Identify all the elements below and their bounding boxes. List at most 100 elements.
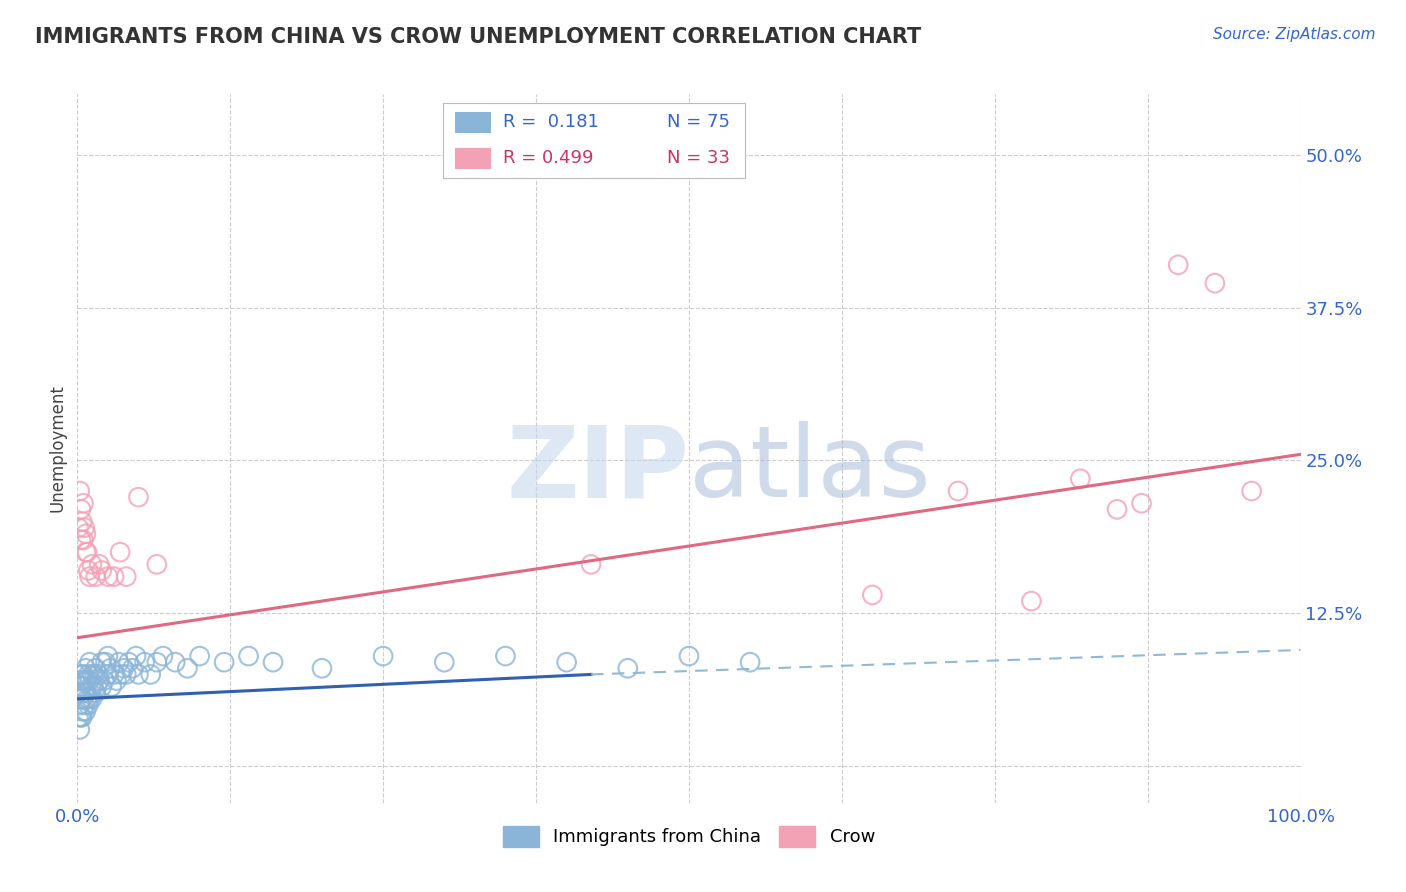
- Point: [72, 667, 94, 681]
- Point: [1130, 496, 1153, 510]
- Point: [1240, 483, 1263, 498]
- Point: [94, 655, 117, 669]
- Point: [79, 569, 101, 583]
- Bar: [456, 112, 491, 133]
- Point: [125, 649, 148, 664]
- Point: [70, 691, 93, 706]
- Text: Source: ZipAtlas.com: Source: ZipAtlas.com: [1212, 27, 1375, 42]
- Point: [79, 655, 101, 669]
- Point: [86, 680, 108, 694]
- Point: [82, 680, 104, 694]
- Point: [97, 649, 120, 664]
- Point: [105, 673, 128, 688]
- Text: N = 33: N = 33: [666, 149, 730, 168]
- Point: [70, 673, 93, 688]
- Point: [1204, 276, 1226, 290]
- Point: [93, 673, 115, 688]
- Text: atlas: atlas: [689, 421, 931, 518]
- Point: [115, 667, 138, 681]
- Point: [152, 649, 174, 664]
- Point: [176, 661, 198, 675]
- Point: [134, 655, 156, 669]
- Point: [98, 661, 121, 675]
- Text: ZIP: ZIP: [506, 421, 689, 518]
- Point: [75, 673, 97, 688]
- Point: [89, 558, 111, 572]
- Point: [70, 691, 93, 706]
- Point: [76, 673, 98, 688]
- Point: [165, 655, 187, 669]
- Point: [75, 686, 97, 700]
- Y-axis label: Unemployment: Unemployment: [48, 384, 66, 512]
- Point: [100, 680, 122, 694]
- Point: [103, 667, 125, 681]
- Point: [75, 704, 97, 718]
- Point: [73, 521, 96, 535]
- Point: [67, 710, 90, 724]
- Point: [139, 667, 162, 681]
- Point: [108, 655, 131, 669]
- Point: [70, 667, 93, 681]
- Bar: [456, 148, 491, 169]
- Point: [79, 673, 101, 688]
- Point: [80, 680, 103, 694]
- Point: [77, 667, 100, 681]
- Point: [1107, 502, 1129, 516]
- Point: [1167, 258, 1189, 272]
- Text: N = 75: N = 75: [666, 113, 730, 131]
- Point: [80, 558, 103, 572]
- Text: IMMIGRANTS FROM CHINA VS CROW UNEMPLOYMENT CORRELATION CHART: IMMIGRANTS FROM CHINA VS CROW UNEMPLOYME…: [35, 27, 921, 46]
- Point: [740, 655, 762, 669]
- Point: [76, 691, 98, 706]
- Point: [76, 545, 98, 559]
- Point: [617, 661, 640, 675]
- Point: [75, 661, 97, 675]
- Point: [90, 564, 112, 578]
- Point: [103, 569, 125, 583]
- Point: [188, 649, 211, 664]
- Point: [118, 655, 141, 669]
- Point: [73, 673, 96, 688]
- Text: R =  0.181: R = 0.181: [503, 113, 599, 131]
- Point: [146, 558, 169, 572]
- Point: [555, 655, 578, 669]
- Point: [84, 661, 107, 675]
- Point: [70, 680, 93, 694]
- Point: [70, 533, 93, 547]
- Point: [262, 655, 284, 669]
- Point: [70, 515, 93, 529]
- Point: [238, 649, 260, 664]
- Point: [70, 710, 93, 724]
- Point: [72, 496, 94, 510]
- Point: [84, 569, 107, 583]
- Point: [84, 686, 107, 700]
- Point: [75, 545, 97, 559]
- Point: [579, 558, 602, 572]
- Point: [121, 661, 143, 675]
- Point: [77, 698, 100, 712]
- Point: [77, 564, 100, 578]
- Point: [97, 667, 120, 681]
- Point: [70, 710, 93, 724]
- Point: [946, 483, 969, 498]
- Point: [112, 661, 135, 675]
- Point: [90, 655, 112, 669]
- Point: [73, 686, 96, 700]
- Point: [1021, 594, 1043, 608]
- Point: [83, 667, 105, 681]
- Point: [69, 698, 91, 712]
- Point: [371, 649, 394, 664]
- Point: [87, 667, 110, 681]
- Point: [72, 533, 94, 547]
- Point: [115, 569, 138, 583]
- Point: [146, 655, 169, 669]
- Point: [89, 673, 111, 688]
- Point: [678, 649, 700, 664]
- Point: [69, 483, 91, 498]
- Point: [72, 704, 94, 718]
- Point: [127, 490, 149, 504]
- Point: [212, 655, 235, 669]
- Legend: Immigrants from China, Crow: Immigrants from China, Crow: [495, 819, 883, 854]
- Point: [79, 691, 101, 706]
- Point: [433, 655, 456, 669]
